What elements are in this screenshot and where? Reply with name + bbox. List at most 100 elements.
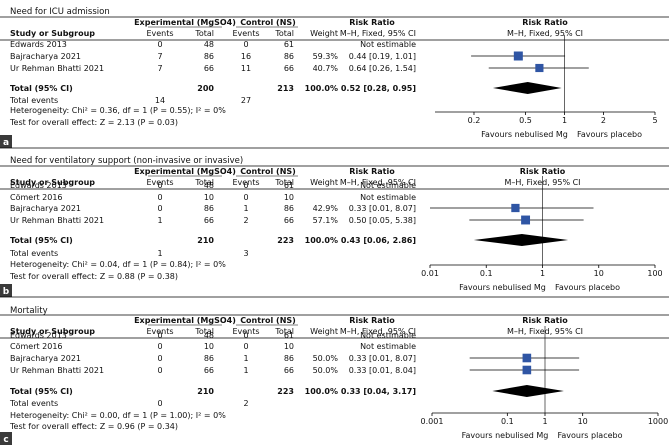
weight-cell: 50.0%: [313, 354, 339, 363]
exp-total-cell: 86: [204, 52, 214, 61]
exp-total-col-header: Total: [194, 29, 214, 38]
exp-total-cell: 66: [204, 366, 214, 375]
ctl-events-col-header: Events: [232, 29, 259, 38]
exp-total-cell: 48: [204, 181, 214, 190]
exp-events-cell: 0: [157, 181, 162, 190]
panel-letter-badge: [0, 284, 12, 297]
heterogeneity-text: Heterogeneity: Chi² = 0.04, df = 1 (P = …: [10, 260, 226, 269]
exp-total-cell: 66: [204, 64, 214, 73]
exp-events-col-header: Events: [146, 29, 173, 38]
ctl-total-cell: 10: [284, 193, 294, 202]
ctl-events-cell: 0: [243, 181, 248, 190]
total-ctl-n: 223: [277, 236, 294, 245]
study-name: Cömert 2016: [10, 342, 63, 351]
panel-title: Need for ventilatory support (non-invasi…: [10, 156, 243, 166]
study-col-header: Study or Subgroup: [10, 327, 95, 336]
plot-group-header: Risk Ratio: [522, 316, 568, 325]
ctl-events-cell: 0: [243, 331, 248, 340]
exp-total-cell: 48: [204, 40, 214, 49]
ctl-total-col-header: Total: [274, 178, 294, 187]
total-ctl-n: 223: [277, 387, 294, 396]
x-tick-label: 10: [594, 269, 604, 278]
weight-cell: 57.1%: [313, 216, 339, 225]
rr-cell: 0.44 [0.19, 1.01]: [349, 52, 416, 61]
panel-letter-badge: [0, 432, 12, 445]
rr-cell: 0.33 [0.01, 8.07]: [349, 204, 416, 213]
study-estimate-square: [521, 215, 531, 225]
ctl-events-cell: 16: [241, 52, 251, 61]
ctl-total-cell: 86: [284, 52, 294, 61]
exp-events-col-header: Events: [146, 327, 173, 336]
weight-col-header: Weight: [310, 29, 338, 38]
ctl-group-header: Control (NS): [240, 316, 296, 325]
pooled-diamond: [492, 82, 562, 94]
exp-events-cell: 0: [157, 342, 162, 351]
pooled-diamond: [492, 385, 564, 397]
total-exp-n: 200: [197, 84, 214, 93]
total-events-ctl: 3: [243, 249, 248, 258]
study-name: Edwards 2013: [10, 40, 67, 49]
total-rr: 0.43 [0.06, 2.86]: [341, 236, 416, 245]
study-name: Ur Rehman Bhatti 2021: [10, 366, 104, 375]
ctl-total-col-header: Total: [274, 29, 294, 38]
x-tick-label: 10: [578, 417, 588, 426]
favours-right-label: Favours placebo: [555, 283, 620, 292]
x-tick-label: 5: [652, 116, 657, 125]
ctl-events-cell: 1: [243, 366, 248, 375]
total-events-label: Total events: [9, 399, 58, 408]
rr-cell: Not estimable: [360, 342, 416, 351]
plot-group-header: Risk Ratio: [520, 167, 566, 176]
x-tick-label: 0.1: [480, 269, 493, 278]
rr-method-header: M–H, Fixed, 95% CI: [340, 327, 416, 336]
x-tick-label: 1000: [648, 417, 668, 426]
exp-total-col-header: Total: [194, 178, 214, 187]
panel-title: Need for ICU admission: [10, 7, 110, 17]
overall-effect-text: Test for overall effect: Z = 0.88 (P = 0…: [9, 272, 178, 281]
heterogeneity-text: Heterogeneity: Chi² = 0.00, df = 1 (P = …: [10, 411, 226, 420]
total-weight: 100.0%: [305, 236, 338, 245]
total-events-label: Total events: [9, 249, 58, 258]
study-name: Bajracharya 2021: [10, 204, 81, 213]
plot-group-header: Risk Ratio: [522, 18, 568, 27]
favours-right-label: Favours placebo: [558, 431, 623, 440]
ctl-events-cell: 1: [243, 354, 248, 363]
favours-left-label: Favours nebulised Mg: [459, 283, 546, 292]
weight-col-header: Weight: [310, 178, 338, 187]
rr-cell: Not estimable: [360, 331, 416, 340]
study-estimate-square: [522, 353, 532, 363]
overall-effect-text: Test for overall effect: Z = 0.96 (P = 0…: [9, 422, 178, 431]
total-rr: 0.52 [0.28, 0.95]: [341, 84, 416, 93]
ctl-events-col-header: Events: [232, 178, 259, 187]
total-weight: 100.0%: [305, 84, 338, 93]
overall-effect-text: Test for overall effect: Z = 2.13 (P = 0…: [9, 118, 178, 127]
study-name: Cömert 2016: [10, 193, 63, 202]
exp-total-cell: 10: [204, 193, 214, 202]
rr-group-header: Risk Ratio: [349, 316, 395, 325]
exp-events-cell: 7: [157, 52, 162, 61]
study-col-header: Study or Subgroup: [10, 178, 95, 187]
weight-cell: 42.9%: [313, 204, 339, 213]
ctl-events-col-header: Events: [232, 327, 259, 336]
rr-method-header: M–H, Fixed, 95% CI: [340, 178, 416, 187]
ctl-events-cell: 1: [243, 204, 248, 213]
study-estimate-square: [513, 51, 523, 61]
exp-group-header: Experimental (MgSO4): [134, 316, 236, 325]
exp-group-header: Experimental (MgSO4): [134, 167, 236, 176]
total-rr: 0.33 [0.04, 3.17]: [341, 387, 416, 396]
total-events-ctl: 27: [241, 96, 251, 105]
panel-letter: c: [3, 435, 8, 445]
weight-cell: 40.7%: [313, 64, 339, 73]
exp-events-col-header: Events: [146, 178, 173, 187]
study-name: Ur Rehman Bhatti 2021: [10, 216, 104, 225]
exp-events-cell: 7: [157, 64, 162, 73]
exp-events-cell: 0: [157, 40, 162, 49]
exp-total-cell: 86: [204, 204, 214, 213]
total-label: Total (95% CI): [10, 84, 73, 93]
exp-events-cell: 0: [157, 204, 162, 213]
total-events-label: Total events: [9, 96, 58, 105]
ctl-group-header: Control (NS): [240, 167, 296, 176]
total-exp-n: 210: [197, 236, 214, 245]
ctl-events-cell: 0: [243, 40, 248, 49]
rr-cell: 0.33 [0.01, 8.07]: [349, 354, 416, 363]
